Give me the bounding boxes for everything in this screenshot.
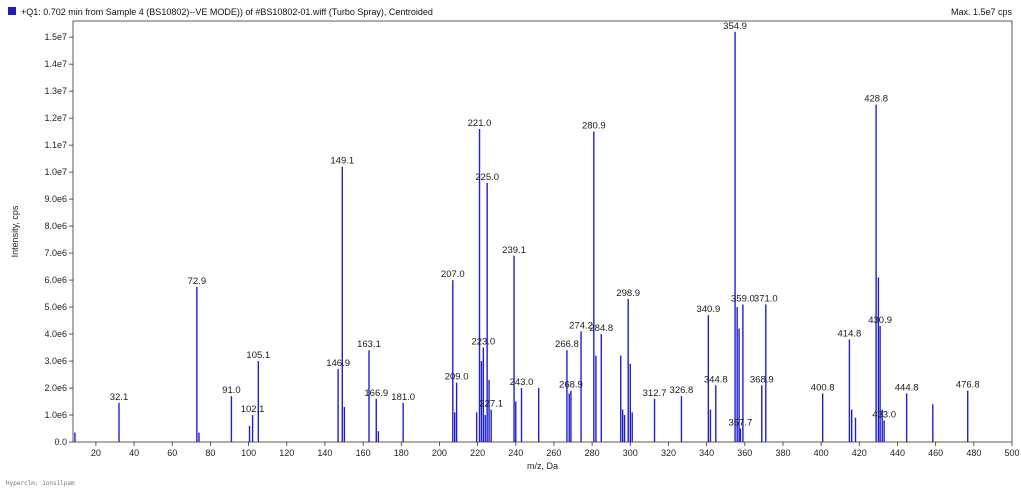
chart-header: +Q1: 0.702 min from Sample 4 (BS10802)--…	[8, 7, 1013, 17]
x-tick-label: 120	[279, 448, 294, 458]
peak-label: 221.0	[468, 118, 492, 129]
y-tick-label: 0.0	[54, 437, 67, 447]
y-tick-label: 1.2e7	[44, 113, 67, 123]
y-tick-label: 4.0e6	[44, 329, 67, 339]
peak-label: 91.0	[222, 385, 241, 396]
peak-label: 344.8	[704, 374, 728, 385]
peak-label: 243.0	[510, 377, 534, 388]
y-tick-label: 2.0e6	[44, 383, 67, 393]
x-tick-label: 420	[852, 448, 867, 458]
x-tick-label: 240	[508, 448, 523, 458]
x-tick-label: 380	[775, 448, 790, 458]
peak-label: 357.7	[729, 418, 753, 429]
peak-label: 72.9	[188, 276, 207, 287]
x-tick-label: 220	[470, 448, 485, 458]
series-marker-icon	[8, 7, 16, 15]
plot-frame	[72, 20, 1013, 443]
y-tick-label: 5.0e6	[44, 302, 67, 312]
peak-label: 414.8	[838, 328, 862, 339]
y-tick-label: 1.0e6	[44, 410, 67, 420]
y-tick-label: 1.0e7	[44, 167, 67, 177]
x-tick-label: 80	[205, 448, 215, 458]
peak-label: 354.9	[723, 21, 747, 32]
x-tick-label: 200	[432, 448, 447, 458]
x-axis: 20 40 60 80 100 120 140 160 180 200 220 240 260 280 30…	[91, 442, 1020, 458]
x-tick-label: 20	[91, 448, 101, 458]
peak-label: 476.8	[956, 380, 980, 391]
peak-label: 298.9	[616, 288, 640, 299]
y-axis-label: Intensity, cps	[10, 205, 20, 257]
x-axis-label: m/z, Da	[527, 461, 558, 471]
peak-label: 340.9	[696, 304, 720, 315]
peak-label: 359.0	[731, 293, 755, 304]
peak-label: 444.8	[895, 382, 919, 393]
x-tick-label: 340	[699, 448, 714, 458]
peak-label: 400.8	[811, 382, 835, 393]
peak-label: 166.9	[364, 388, 388, 399]
peak-label: 430.9	[868, 315, 892, 326]
x-tick-label: 400	[814, 448, 829, 458]
x-tick-label: 320	[661, 448, 676, 458]
x-tick-label: 500	[1004, 448, 1019, 458]
peaks-layer	[74, 31, 969, 442]
peak-label: 223.0	[471, 337, 495, 348]
peak-label: 284.8	[589, 323, 613, 334]
x-tick-label: 300	[623, 448, 638, 458]
peak-label: 209.0	[445, 372, 469, 383]
peak-label: 32.1	[110, 392, 129, 403]
peak-label: 280.9	[582, 121, 606, 132]
peak-label: 102.1	[241, 404, 265, 415]
y-tick-label: 8.0e6	[44, 221, 67, 231]
x-tick-label: 280	[585, 448, 600, 458]
x-tick-label: 260	[546, 448, 561, 458]
peak-label: 181.0	[391, 392, 415, 403]
x-tick-label: 40	[129, 448, 139, 458]
y-axis: 0.0 1.0e6 2.0e6 3.0e6 4.0e6 5.0e6 6.0e6 7.0e6 8.…	[44, 32, 73, 447]
peak-label: 227.1	[479, 399, 503, 410]
y-tick-label: 9.0e6	[44, 194, 67, 204]
peak-label: 368.9	[750, 374, 774, 385]
y-tick-label: 1.3e7	[44, 86, 67, 96]
x-tick-label: 160	[356, 448, 371, 458]
y-tick-label: 1.1e7	[44, 140, 67, 150]
peak-label: 266.8	[555, 339, 579, 350]
max-intensity-label: Max. 1.5e7 cps	[951, 7, 1013, 17]
x-tick-label: 360	[737, 448, 752, 458]
y-tick-label: 1.5e7	[44, 32, 67, 42]
peak-label: 149.1	[330, 156, 354, 167]
x-tick-label: 180	[394, 448, 409, 458]
peak-label: 312.7	[643, 388, 667, 399]
x-tick-label: 140	[317, 448, 332, 458]
x-tick-label: 480	[966, 448, 981, 458]
y-tick-label: 1.4e7	[44, 59, 67, 69]
peak-label: 274.2	[569, 320, 593, 331]
peak-label: 239.1	[502, 245, 526, 256]
peak-label: 146.9	[326, 358, 350, 369]
spectrum-title: +Q1: 0.702 min from Sample 4 (BS10802)--…	[21, 7, 433, 17]
peak-label: 105.1	[246, 350, 270, 361]
y-tick-label: 3.0e6	[44, 356, 67, 366]
peak-label: 428.8	[864, 94, 888, 105]
x-tick-label: 100	[241, 448, 256, 458]
peak-label: 207.0	[441, 269, 465, 280]
peak-label: 268.9	[559, 380, 583, 391]
peak-label: 326.8	[670, 385, 694, 396]
y-tick-label: 7.0e6	[44, 248, 67, 258]
y-tick-label: 6.0e6	[44, 275, 67, 285]
peak-label: 433.0	[872, 409, 896, 420]
peak-label: 163.1	[357, 339, 381, 350]
x-tick-label: 440	[890, 448, 905, 458]
peak-label: 225.0	[475, 172, 499, 183]
footer-text: Hyperclm: 1ons1lpam	[6, 480, 75, 487]
peak-label: 371.0	[754, 293, 778, 304]
x-tick-label: 60	[167, 448, 177, 458]
x-tick-label: 460	[928, 448, 943, 458]
